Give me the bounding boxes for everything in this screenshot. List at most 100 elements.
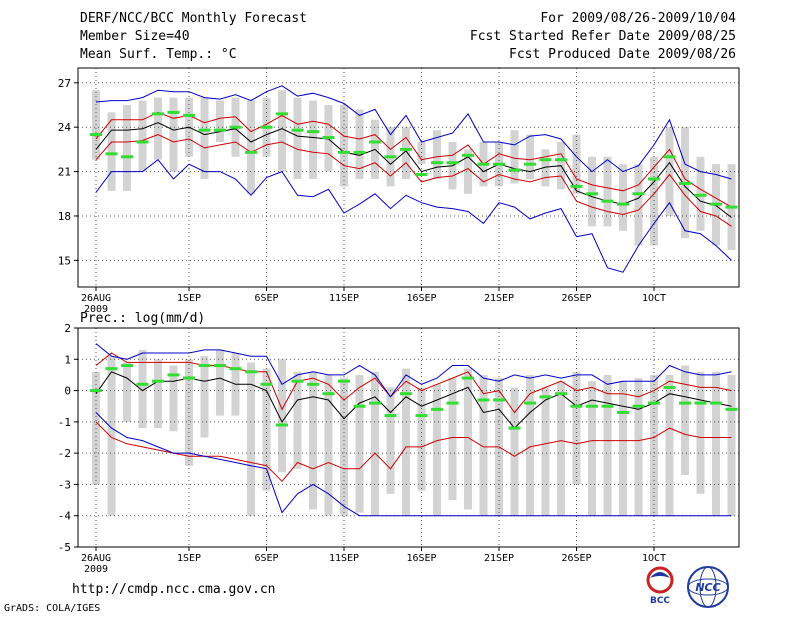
temperature-member-mean-mark (90, 133, 102, 137)
temperature-member-mean-mark (710, 202, 722, 206)
precipitation-box (619, 381, 627, 516)
temperature-member-mean-mark (353, 150, 366, 154)
precipitation-box (247, 362, 255, 516)
precipitation-member-mean-mark (462, 376, 474, 380)
temperature-member-mean-mark (260, 125, 273, 129)
temperature-member-mean-mark (276, 112, 288, 116)
precipitation-box (355, 374, 364, 513)
precipitation-member-mean-mark (570, 404, 583, 408)
temperature-member-mean-mark (632, 192, 645, 196)
precipitation-box (123, 362, 131, 422)
precipitation-member-mean-mark (601, 404, 614, 408)
precipitation-box (433, 384, 441, 516)
temperature-member-mean-mark (245, 150, 257, 154)
temperature-box (665, 127, 674, 216)
precipitation-member-mean-mark (493, 398, 505, 402)
precipitation-box (402, 368, 410, 516)
precipitation-member-mean-mark (183, 376, 195, 380)
precipitation-member-mean-mark (307, 382, 319, 386)
precipitation-box (293, 371, 302, 469)
precipitation-member-mean-mark (214, 364, 226, 368)
precipitation-y-tick-label: -2 (58, 447, 71, 460)
temperature-box (169, 97, 178, 172)
member-size-label: Member Size=40 (80, 29, 190, 44)
temperature-member-mean-mark (431, 161, 443, 165)
temperature-member-mean-mark (400, 147, 412, 151)
precipitation-member-mean-mark (431, 407, 443, 411)
temperature-x-tick-label: 16SEP (406, 293, 436, 304)
precipitation-box (681, 365, 689, 476)
precipitation-member-mean-mark (322, 392, 335, 396)
precipitation-y-tick-label: 2 (64, 322, 71, 335)
precipitation-member-mean-mark (679, 401, 691, 405)
precipitation-box (665, 374, 674, 516)
precipitation-box (650, 374, 658, 516)
precipitation-member-mean-mark (198, 364, 211, 368)
precipitation-box (262, 368, 271, 491)
temperature-box (247, 100, 255, 194)
precipitation-box (464, 368, 472, 510)
temperature-box (402, 127, 410, 179)
bcc-logo: BCC (646, 566, 674, 606)
precipitation-box (510, 387, 519, 516)
precipitation-member-mean-mark (617, 410, 629, 414)
precipitation-box (278, 359, 286, 472)
temperature-box (123, 104, 131, 191)
precipitation-member-mean-mark (555, 392, 567, 396)
temperature-box (216, 100, 224, 142)
precipitation-member-mean-mark (369, 401, 381, 405)
temperature-box (588, 156, 596, 227)
precipitation-box (712, 371, 720, 516)
precipitation-box (169, 365, 178, 432)
precipitation-member-mean-mark (446, 401, 459, 405)
source-url[interactable]: http://cmdp.ncc.cma.gov.cn (72, 582, 276, 597)
temperature-member-mean-mark (725, 205, 738, 209)
precipitation-box (340, 378, 348, 516)
precipitation-box (634, 378, 643, 516)
temperature-x-tick-label: 1OCT (642, 293, 666, 304)
temperature-y-tick-label: 24 (58, 121, 72, 134)
temperature-member-mean-mark (679, 181, 691, 185)
precipitation-y-tick-label: -3 (58, 478, 71, 491)
precipitation-box (371, 371, 379, 516)
temperature-x-tick-label: 26SEP (561, 293, 591, 304)
temperature-box (510, 130, 519, 184)
precipitation-x-tick-label: 26AUG (81, 553, 111, 564)
precipitation-x-tick-label: 6SEP (254, 553, 278, 564)
temperature-member-mean-mark (648, 177, 660, 181)
temperature-box (278, 90, 286, 172)
precipitation-x-tick-label: 1OCT (642, 553, 666, 564)
temperature-member-mean-mark (214, 128, 226, 132)
precipitation-box (200, 356, 209, 438)
precipitation-member-mean-mark (338, 379, 350, 383)
temperature-member-mean-mark (586, 192, 598, 196)
precipitation-member-mean-mark (648, 401, 660, 405)
temperature-member-mean-mark (198, 128, 211, 132)
precipitation-member-mean-mark (586, 404, 598, 408)
temperature-member-mean-mark (183, 113, 195, 117)
precipitation-y-tick-label: -1 (58, 416, 71, 429)
temperature-member-mean-mark (136, 140, 149, 144)
precipitation-box (417, 387, 426, 491)
temperature-member-mean-mark (462, 153, 474, 157)
precipitation-x-tick-label: 16SEP (406, 553, 436, 564)
precipitation-box (603, 374, 612, 516)
temperature-member-mean-mark (307, 130, 319, 134)
precipitation-x-tick-label: 21SEP (484, 553, 514, 564)
precipitation-member-mean-mark (477, 398, 490, 402)
temperature-box (355, 109, 364, 179)
temperature-member-mean-mark (322, 136, 335, 140)
temperature-member-mean-mark (415, 173, 428, 177)
temperature-mean-minus-sd-line (95, 134, 732, 227)
temperature-x-tick-label: 11SEP (329, 293, 359, 304)
precipitation-member-mean-mark (136, 382, 149, 386)
temperature-box (309, 100, 317, 179)
temperature-box (138, 100, 147, 172)
precipitation-box (479, 374, 488, 516)
variable-label: Mean Surf. Temp.: °C (80, 47, 237, 62)
temperature-member-mean-mark (338, 150, 350, 154)
temperature-x-tick-label: 21SEP (484, 293, 514, 304)
precipitation-member-mean-mark (121, 364, 133, 368)
precipitation-title: Prec.: log(mm/d) (80, 311, 205, 326)
